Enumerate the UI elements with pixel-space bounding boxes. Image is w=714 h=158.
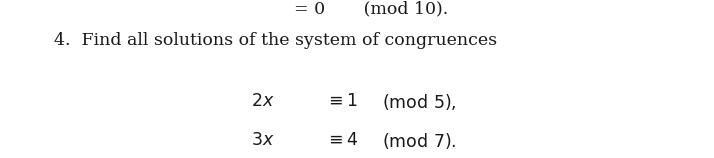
Text: = 0       (mod 10).: = 0 (mod 10). bbox=[294, 1, 448, 18]
Text: $(\mathrm{mod}\ 5),$: $(\mathrm{mod}\ 5),$ bbox=[382, 92, 456, 112]
Text: $3x$: $3x$ bbox=[251, 131, 275, 149]
Text: $\equiv 1$: $\equiv 1$ bbox=[325, 92, 358, 110]
Text: $\equiv 4$: $\equiv 4$ bbox=[325, 131, 358, 149]
Text: $(\mathrm{mod}\ 7).$: $(\mathrm{mod}\ 7).$ bbox=[382, 131, 456, 151]
Text: 4.  Find all solutions of the system of congruences: 4. Find all solutions of the system of c… bbox=[54, 32, 497, 49]
Text: $2x$: $2x$ bbox=[251, 92, 275, 110]
